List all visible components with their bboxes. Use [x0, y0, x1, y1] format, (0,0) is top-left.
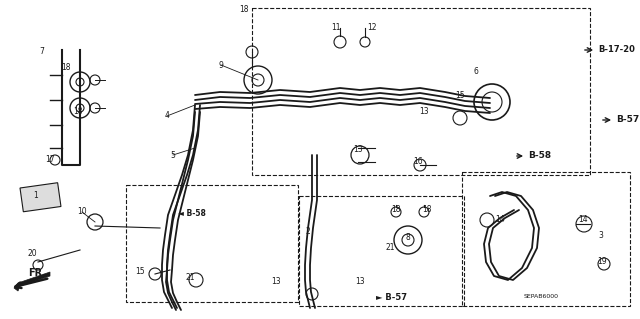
- Text: B-17-20: B-17-20: [598, 46, 635, 55]
- Text: 19: 19: [597, 257, 607, 266]
- Text: 14: 14: [578, 216, 588, 225]
- Text: 15: 15: [455, 91, 465, 100]
- Text: 4: 4: [164, 112, 170, 121]
- Text: FR.: FR.: [28, 268, 46, 278]
- Text: 14: 14: [495, 216, 505, 225]
- Bar: [126, 185, 298, 302]
- Text: 18: 18: [422, 205, 432, 214]
- Text: 18: 18: [239, 5, 249, 14]
- Text: 18: 18: [73, 108, 83, 116]
- Text: 21: 21: [385, 243, 395, 253]
- Text: 12: 12: [367, 24, 377, 33]
- Text: SEPAB6000: SEPAB6000: [524, 293, 559, 299]
- Bar: [462, 172, 630, 306]
- Text: 8: 8: [406, 234, 410, 242]
- Text: 21: 21: [185, 273, 195, 283]
- Text: 13: 13: [419, 108, 429, 116]
- Polygon shape: [14, 272, 50, 291]
- Text: 5: 5: [171, 151, 175, 160]
- Bar: [299, 196, 464, 306]
- Text: 11: 11: [332, 24, 340, 33]
- Text: 1: 1: [34, 191, 38, 201]
- Text: B-57: B-57: [616, 115, 639, 124]
- Text: 15: 15: [135, 268, 145, 277]
- Text: 2: 2: [306, 227, 310, 236]
- Text: ► B-57: ► B-57: [376, 293, 407, 301]
- Text: 13: 13: [271, 278, 281, 286]
- Text: 16: 16: [413, 158, 423, 167]
- Text: 13: 13: [355, 278, 365, 286]
- Text: 7: 7: [40, 48, 44, 56]
- Text: 18: 18: [61, 63, 71, 72]
- Text: 10: 10: [77, 207, 87, 217]
- Text: 18: 18: [391, 205, 401, 214]
- Text: 17: 17: [45, 155, 55, 165]
- Text: ◄ B-58: ◄ B-58: [178, 210, 206, 219]
- Text: 9: 9: [219, 61, 223, 70]
- Text: 20: 20: [27, 249, 37, 258]
- Text: 13: 13: [353, 145, 363, 154]
- Text: B-58: B-58: [528, 152, 551, 160]
- Text: 6: 6: [474, 68, 479, 77]
- Bar: [20, 183, 61, 212]
- Bar: [252, 8, 590, 175]
- Text: 3: 3: [598, 232, 604, 241]
